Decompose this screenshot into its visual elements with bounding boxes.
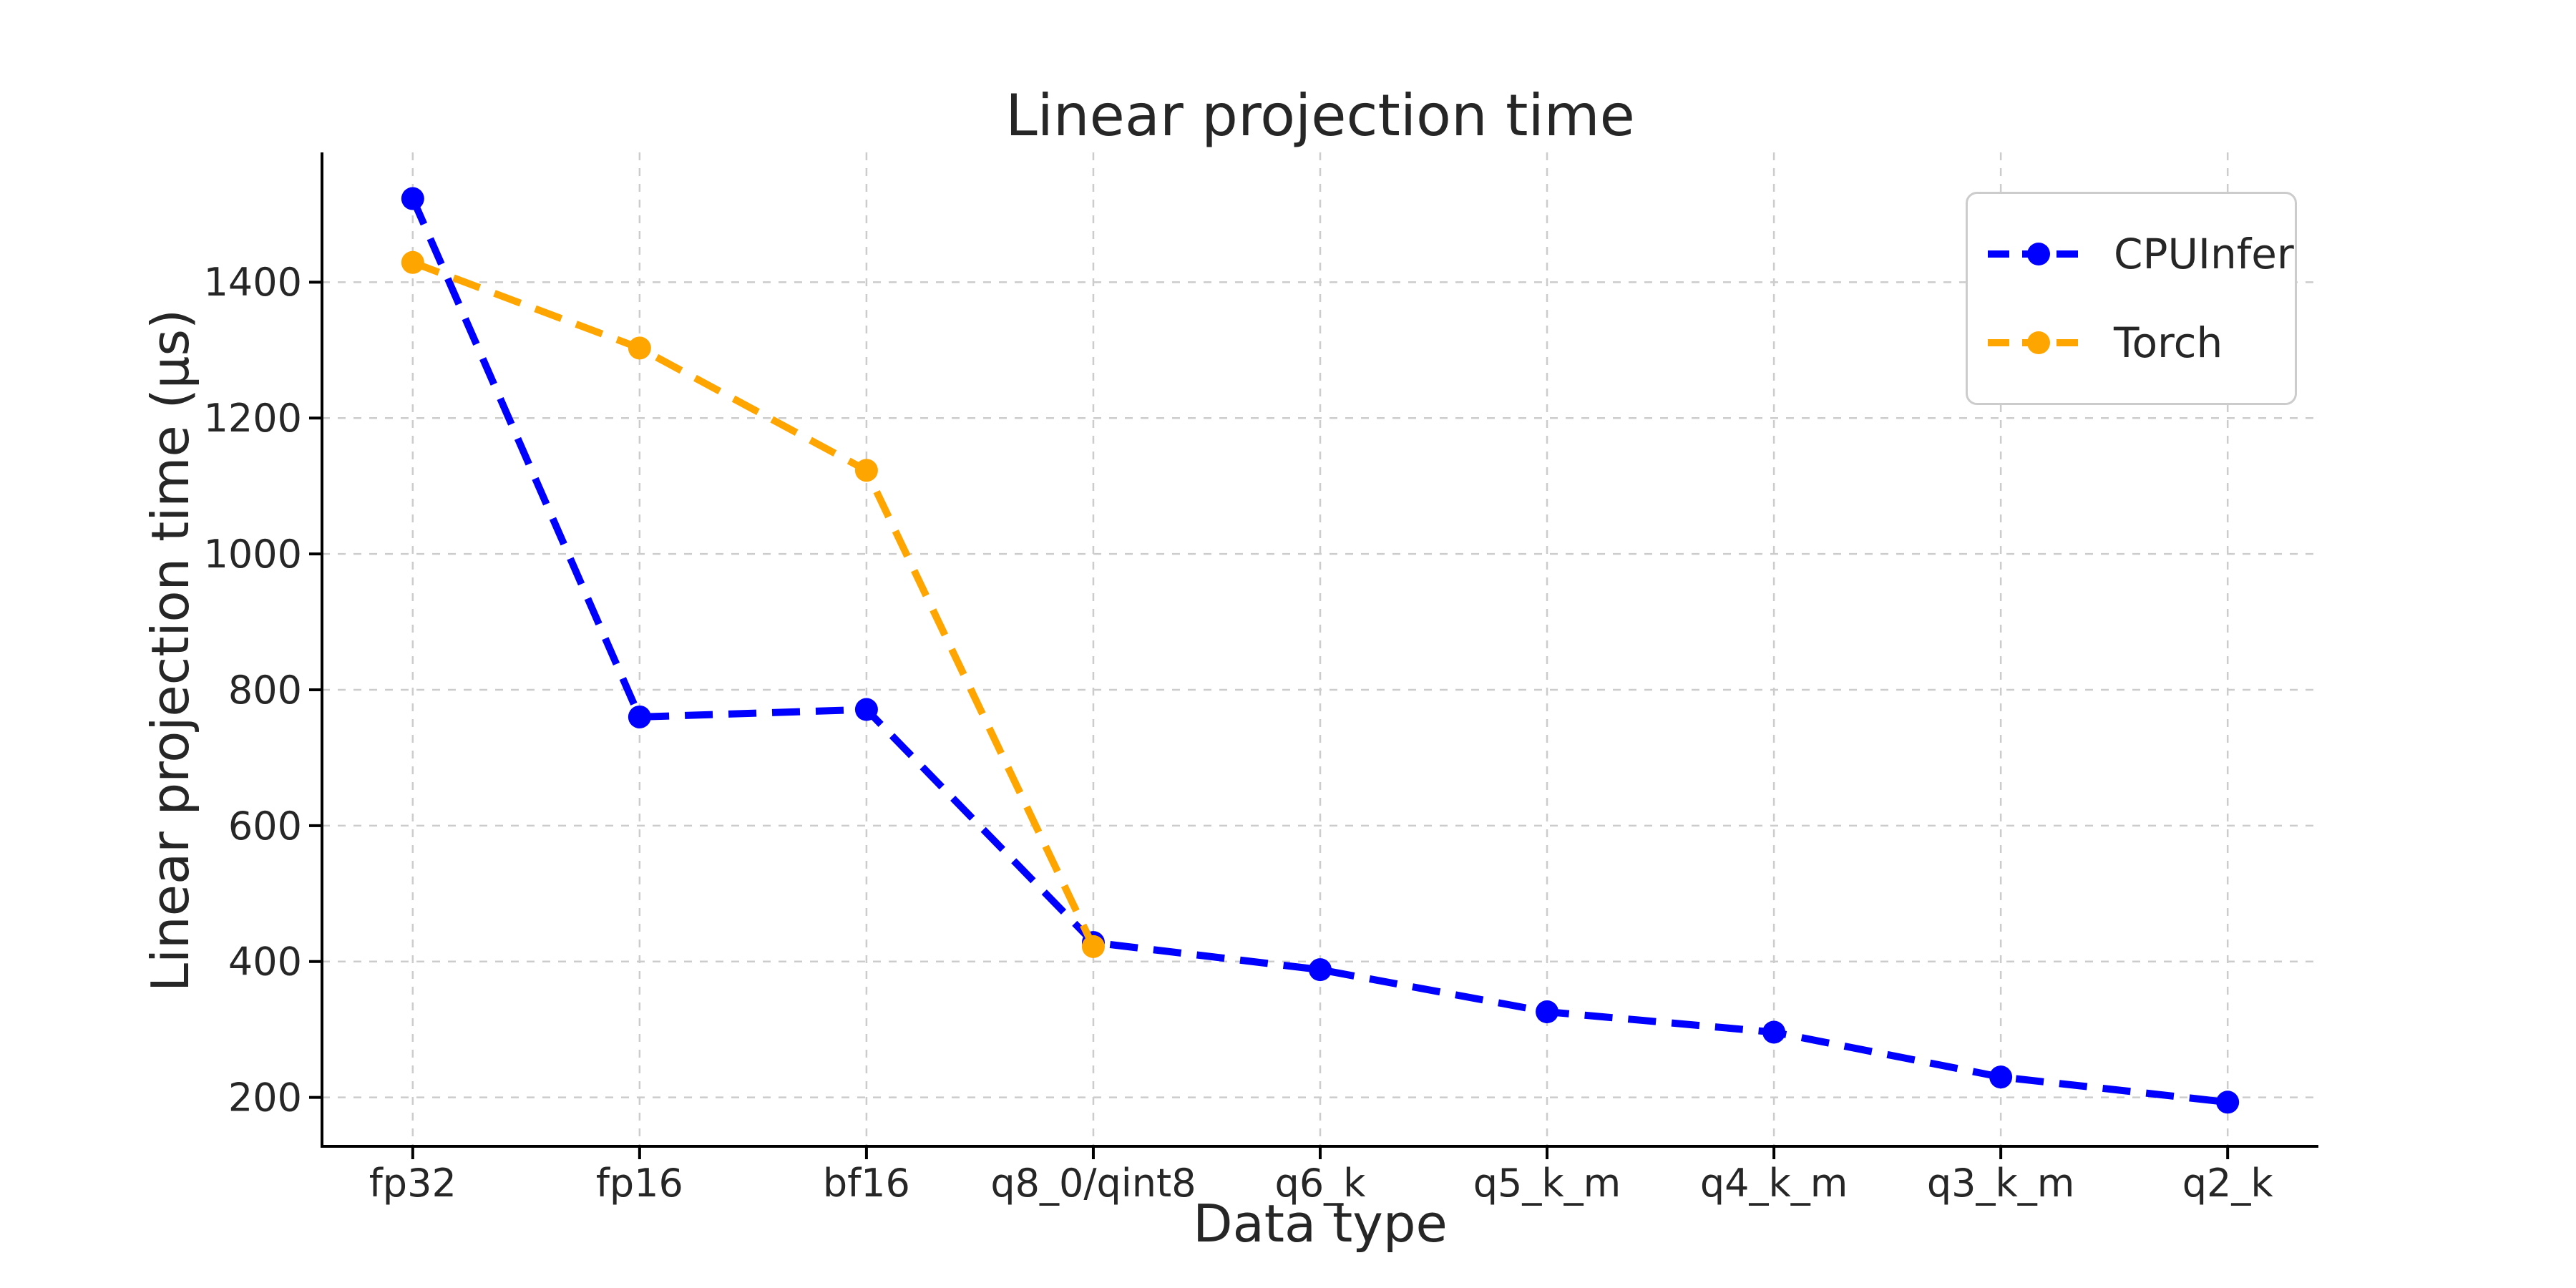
- x-tick-label: q2_k: [2182, 1161, 2274, 1206]
- legend-line-sample-cpuinfer: [1988, 243, 2089, 265]
- legend-marker-cpuinfer: [2027, 243, 2050, 265]
- y-tick-label: 800: [228, 668, 302, 713]
- y-tick-label: 1000: [204, 532, 302, 577]
- data-point-torch: [401, 250, 424, 274]
- legend-label-torch: Torch: [2114, 318, 2223, 367]
- y-tick-label: 600: [228, 804, 302, 849]
- data-point-cpuinfer: [1536, 1000, 1559, 1024]
- legend-line-sample-torch: [1988, 331, 2089, 354]
- legend-item-torch: Torch: [1985, 317, 2295, 369]
- legend-item-cpuinfer: CPUInfer: [1985, 228, 2295, 280]
- x-tick-label: q4_k_m: [1700, 1161, 1848, 1206]
- x-tick-label: fp16: [596, 1161, 683, 1206]
- chart-title: Linear projection time: [1005, 82, 1635, 149]
- data-point-cpuinfer: [2216, 1091, 2240, 1114]
- y-axis-label: Linear projection time (µs): [140, 308, 200, 992]
- x-tick-label: bf16: [823, 1161, 910, 1206]
- data-point-torch: [628, 336, 651, 360]
- x-tick-label: q8_0/qint8: [990, 1161, 1196, 1206]
- y-tick-label: 400: [228, 940, 302, 985]
- x-tick-label: q5_k_m: [1473, 1161, 1621, 1206]
- data-point-cpuinfer: [401, 187, 424, 210]
- data-point-cpuinfer: [628, 705, 651, 728]
- x-tick-label: q3_k_m: [1927, 1161, 2075, 1206]
- legend-marker-torch: [2027, 331, 2050, 354]
- x-axis-label: Data type: [1193, 1194, 1448, 1254]
- data-point-torch: [854, 459, 878, 482]
- data-point-cpuinfer: [1762, 1020, 1786, 1044]
- y-tick-label: 1200: [204, 396, 302, 441]
- data-point-cpuinfer: [1989, 1065, 2013, 1089]
- x-tick-label: fp32: [369, 1161, 457, 1206]
- legend: CPUInfer Torch: [1966, 192, 2297, 405]
- data-point-cpuinfer: [854, 698, 878, 721]
- data-point-torch: [1081, 935, 1105, 958]
- series-line-torch: [411, 259, 1097, 949]
- y-tick-label: 1400: [204, 260, 302, 305]
- data-point-cpuinfer: [1309, 958, 1332, 982]
- legend-label-cpuinfer: CPUInfer: [2114, 230, 2294, 278]
- y-tick-label: 200: [228, 1075, 302, 1121]
- x-tick-label: q6_k: [1275, 1161, 1367, 1206]
